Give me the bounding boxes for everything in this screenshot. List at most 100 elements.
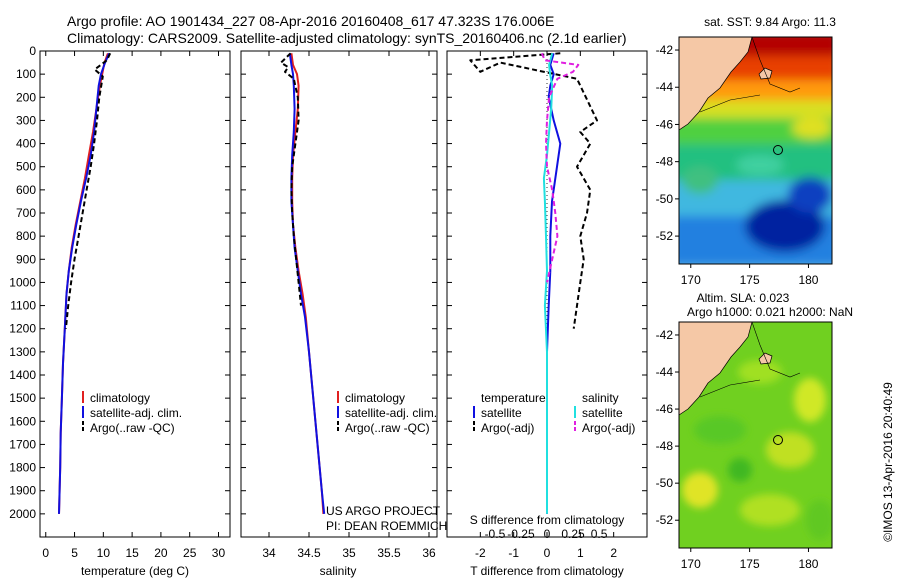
s-tick-label: 0.5	[591, 527, 608, 541]
sla-map-title-1: Altim. SLA: 0.023	[697, 291, 790, 305]
map-y-tick-label: -44	[656, 80, 674, 94]
sst-map: 170 175 180 -42 -44 -46 -48 -50 -52	[656, 36, 833, 287]
legend-t-argo-label: Argo(-adj)	[481, 421, 534, 435]
y-tick-label: 1700	[9, 437, 36, 451]
sla-map: 170 175 180 -42 -44 -46 -48 -50 -52	[656, 321, 833, 571]
map-y-tick-label: -48	[656, 439, 674, 453]
y-tick-label: 1000	[9, 275, 36, 289]
salinity-chart: 34 34.5 35 35.5 36	[241, 50, 437, 560]
legend-t-satellite-label: satellite	[481, 406, 522, 420]
series-satellite-adj-clim-	[288, 53, 326, 515]
legend-s-argo-label: Argo(-adj)	[582, 421, 635, 435]
series-argo-raw-qc-	[64, 52, 112, 329]
y-tick-label: 800	[16, 229, 36, 243]
temperature-xlabel: temperature (deg C)	[81, 564, 189, 578]
s-tick-label: 0	[544, 527, 551, 541]
x-tick-label: 15	[125, 546, 139, 560]
salinity-panel	[240, 50, 438, 538]
salinity-xlabel: salinity	[320, 564, 357, 578]
series-s-argo-adj-	[540, 52, 580, 283]
series-argo-raw-qc-	[280, 52, 302, 306]
map-y-tick-label: -50	[656, 192, 674, 206]
difference-xlabel: T difference from climatology	[470, 564, 624, 578]
sla-field	[679, 322, 832, 548]
legend-temperature-title: temperature	[481, 391, 546, 405]
argo-position-marker	[773, 145, 783, 155]
temperature-legend: climatology satellite-adj. clim. Argo(..…	[82, 391, 182, 435]
y-tick-label: 400	[16, 137, 36, 151]
y-tick-label: 700	[16, 206, 36, 220]
credit-text: ©IMOS 13-Apr-2016 20:40:49	[881, 382, 895, 542]
y-tick-label: 200	[16, 90, 36, 104]
map-x-tick-label: 180	[798, 273, 818, 287]
legend-s-satellite-label: satellite	[582, 406, 623, 420]
y-tick-label: 500	[16, 160, 36, 174]
sla-map-axes: 170 175 180 -42 -44 -46 -48 -50 -52	[656, 328, 819, 571]
s-tick-label: -0.5	[485, 527, 506, 541]
map-y-tick-label: -48	[656, 155, 674, 169]
x-tick-label: 1	[577, 546, 584, 560]
y-tick-label: 600	[16, 183, 36, 197]
pi-annotation: PI: DEAN ROEMMICH	[326, 519, 447, 533]
x-tick-label: 2	[610, 546, 617, 560]
s-tick-label: 0.25	[561, 527, 585, 541]
difference-chart: -2 -1 0 1 2 -0.5 -0.25 0 0.25 0.5	[447, 50, 647, 560]
s-tick-label: -0.25	[507, 527, 535, 541]
series-satellite-adj-clim-	[58, 52, 111, 514]
map-y-tick-label: -52	[656, 229, 674, 243]
x-tick-label: 20	[154, 546, 168, 560]
sst-field	[679, 37, 832, 264]
difference-toplabel: S difference from climatology	[470, 513, 625, 527]
map-y-tick-label: -52	[656, 513, 674, 527]
sla-map-title-2: Argo h1000: 0.021 h2000: NaN	[687, 305, 853, 319]
y-tick-label: 900	[16, 252, 36, 266]
series-s-satellite	[542, 53, 554, 514]
x-tick-label: -2	[475, 546, 486, 560]
project-annotation: US ARGO PROJECT	[326, 504, 441, 518]
difference-legend: temperature satellite Argo(-adj) salinit…	[473, 391, 635, 435]
legend-climatology-label: climatology	[90, 391, 150, 405]
map-x-tick-label: 175	[740, 557, 760, 571]
salinity-legend: climatology satellite-adj. clim. Argo(..…	[326, 391, 447, 533]
map-y-tick-label: -46	[656, 117, 674, 131]
y-tick-label: 1300	[9, 345, 36, 359]
map-x-tick-label: 170	[681, 557, 701, 571]
x-tick-label: 36	[422, 546, 436, 560]
map-x-tick-label: 170	[681, 273, 701, 287]
header-line-2: Climatology: CARS2009. Satellite-adjuste…	[67, 30, 627, 46]
legend-climatology-label: climatology	[345, 391, 405, 405]
series-climatology	[58, 52, 109, 514]
header-line-1: Argo profile: AO 1901434_227 08-Apr-2016…	[67, 13, 554, 29]
x-tick-label: 35.5	[377, 546, 401, 560]
map-y-tick-label: -42	[656, 328, 674, 342]
y-tick-label: 1200	[9, 322, 36, 336]
map-x-tick-label: 175	[740, 273, 760, 287]
legend-argo-label: Argo(..raw -QC)	[90, 421, 175, 435]
legend-argo-label: Argo(..raw -QC)	[345, 421, 430, 435]
series-t-argo-adj-	[469, 52, 598, 329]
temperature-panel	[39, 50, 231, 538]
x-tick-label: 0	[42, 546, 49, 560]
y-tick-label: 1400	[9, 368, 36, 382]
x-tick-label: 30	[212, 546, 226, 560]
y-tick-label: 1100	[10, 299, 36, 313]
temperature-chart: 0 5 10 15 20 25 300100200300400500600700800900…	[9, 44, 230, 560]
y-tick-label: 100	[16, 67, 36, 81]
x-tick-label: 5	[71, 546, 78, 560]
legend-satellite-label: satellite-adj. clim.	[345, 406, 437, 420]
x-tick-label: 35	[342, 546, 356, 560]
x-tick-label: 0	[544, 546, 551, 560]
y-tick-label: 0	[29, 44, 36, 58]
y-tick-label: 300	[16, 113, 36, 127]
legend-satellite-label: satellite-adj. clim.	[90, 406, 182, 420]
legend-salinity-title: salinity	[582, 391, 619, 405]
new-zealand-land	[679, 322, 753, 416]
x-tick-label: 10	[97, 546, 111, 560]
x-tick-label: 34	[262, 546, 276, 560]
sst-map-axes: 170 175 180 -42 -44 -46 -48 -50 -52	[656, 43, 819, 287]
y-tick-label: 2000	[9, 507, 36, 521]
map-y-tick-label: -44	[656, 365, 674, 379]
new-zealand-land	[679, 37, 753, 131]
x-tick-label: 25	[183, 546, 197, 560]
